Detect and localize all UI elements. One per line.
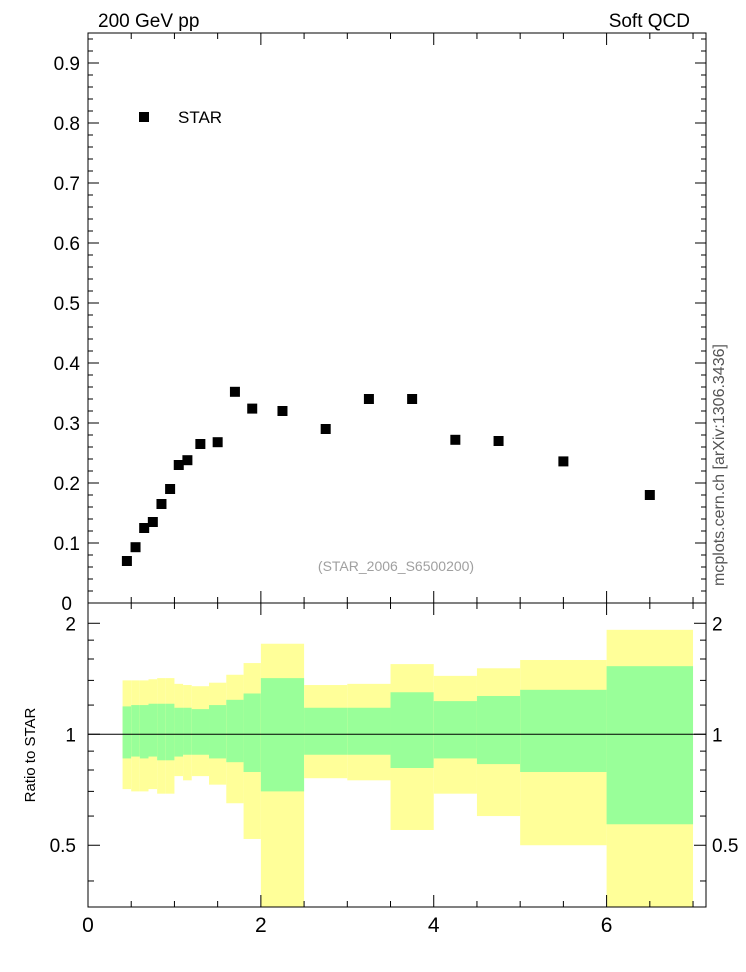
ratio-inner-band xyxy=(148,703,158,757)
ratio-inner-band xyxy=(433,701,477,759)
ratio-inner-band xyxy=(122,706,132,759)
data-point xyxy=(450,434,461,445)
ratio-y-tick-label-right: 1 xyxy=(712,725,723,746)
data-point xyxy=(320,424,331,434)
ratio-panel: 0.5 0.5 1 1 2 2 0 2 4 6 Ratio to STAR xyxy=(22,602,738,937)
main-y-ticks: 0.1 0.2 0.3 0.4 0.5 0.6 0.7 0.8 0.9 xyxy=(54,38,706,592)
data-point xyxy=(165,484,176,494)
data-point xyxy=(277,406,288,416)
ratio-inner-band xyxy=(157,703,166,761)
ratio-y-tick-label-right: 2 xyxy=(712,614,723,635)
y-tick-label: 0.4 xyxy=(54,354,81,375)
ratio-plot-frame xyxy=(87,602,707,908)
y-tick-label: 0.3 xyxy=(54,414,80,435)
ratio-bands xyxy=(122,629,694,907)
ratio-inner-band xyxy=(139,705,149,759)
ratio-y-tick-label-right: 0.5 xyxy=(712,836,738,857)
y-tick-label: 0.9 xyxy=(54,54,80,75)
data-point xyxy=(363,394,374,404)
left-title: 200 GeV pp xyxy=(98,11,199,32)
y-tick-label: 0.7 xyxy=(54,174,80,195)
legend-marker xyxy=(139,112,149,122)
ratio-inner-band xyxy=(243,693,261,773)
data-point xyxy=(156,499,167,509)
y-tick-label: 0.8 xyxy=(54,114,80,135)
ratio-inner-band xyxy=(165,703,175,761)
analysis-watermark: (STAR_2006_S6500200) xyxy=(318,558,474,574)
data-point xyxy=(212,437,223,448)
x-tick-label: 2 xyxy=(255,914,267,937)
ratio-y-tick-label: 0.5 xyxy=(50,836,76,857)
ratio-inner-band xyxy=(347,707,391,755)
ratio-inner-band xyxy=(183,707,192,755)
x-tick-label: 4 xyxy=(428,914,440,937)
data-point xyxy=(130,542,141,553)
ratio-inner-band xyxy=(131,705,140,757)
data-point xyxy=(182,455,193,466)
ratio-y-ticks: 0.5 0.5 1 1 2 2 xyxy=(50,614,738,882)
ratio-y-axis-label: Ratio to STAR xyxy=(22,707,39,802)
ratio-inner-band xyxy=(304,707,348,755)
data-point xyxy=(493,436,504,446)
main-y-zero-label: 0 xyxy=(61,594,72,615)
data-point xyxy=(173,460,184,470)
legend-label: STAR xyxy=(178,108,222,127)
ratio-inner-band xyxy=(191,709,210,755)
main-points xyxy=(121,386,655,566)
y-tick-label: 0.5 xyxy=(54,294,80,315)
data-point xyxy=(644,490,655,500)
data-point xyxy=(247,403,258,414)
ratio-y-tick-label: 2 xyxy=(65,614,76,635)
data-point xyxy=(195,439,206,449)
ratio-inner-band xyxy=(209,705,227,759)
ratio-inner-band xyxy=(520,689,607,773)
data-point xyxy=(121,556,132,566)
ratio-inner-band xyxy=(606,666,694,825)
main-panel: 0.1 0.2 0.3 0.4 0.5 0.6 0.7 0.8 0.9 (STAR_2006_S… xyxy=(54,32,707,615)
ratio-inner-band xyxy=(174,707,184,757)
data-point xyxy=(139,523,150,533)
data-point xyxy=(407,394,418,404)
right-title: Soft QCD xyxy=(609,11,690,32)
y-tick-label: 0.6 xyxy=(54,234,80,255)
x-tick-label: 0 xyxy=(82,914,94,937)
ratio-inner-band xyxy=(476,695,521,765)
data-point xyxy=(558,456,569,467)
y-tick-label: 0.2 xyxy=(54,474,80,495)
ratio-x-ticks: 0 2 4 6 xyxy=(82,603,694,937)
ratio-y-tick-label: 1 xyxy=(65,725,76,746)
data-point xyxy=(229,386,240,397)
y-tick-label: 0.1 xyxy=(54,534,80,555)
side-label: mcplots.cern.ch [arXiv:1306.3436] xyxy=(711,344,728,586)
ratio-inner-band xyxy=(390,692,434,769)
x-tick-label: 6 xyxy=(601,914,613,937)
data-point xyxy=(147,517,158,527)
ratio-inner-band xyxy=(226,699,244,763)
